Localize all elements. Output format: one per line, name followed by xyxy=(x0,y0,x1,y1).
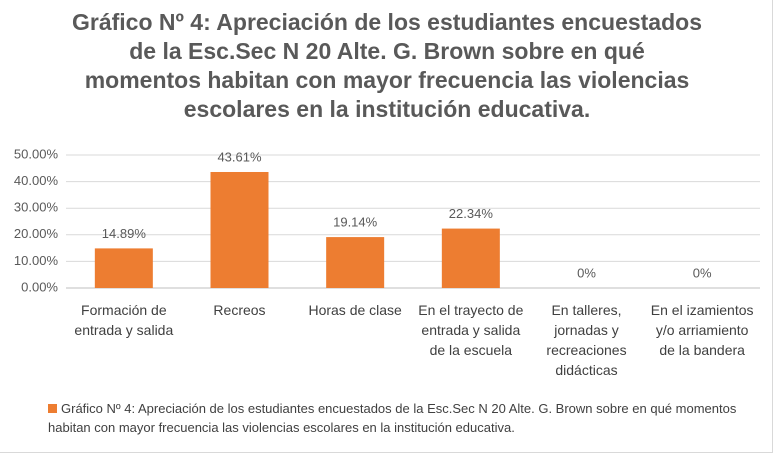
x-tick-label: En el izamientos y/o arriamiento de la b… xyxy=(650,302,754,358)
y-tick-label: 50.00% xyxy=(14,146,59,161)
legend-swatch xyxy=(48,404,57,413)
bar xyxy=(326,237,385,288)
x-tick-label: Formación de entrada y salida xyxy=(74,302,174,338)
y-tick-label: 20.00% xyxy=(14,226,59,241)
data-label: 22.34% xyxy=(449,206,494,221)
y-tick-label: 0.00% xyxy=(21,279,58,294)
data-label: 0% xyxy=(577,265,596,280)
data-label: 19.14% xyxy=(333,215,378,230)
y-tick-label: 40.00% xyxy=(14,173,59,188)
x-tick-label: En talleres, jornadas y recreaciones did… xyxy=(546,302,627,378)
bar xyxy=(210,171,269,288)
bar xyxy=(94,248,153,288)
data-label: 14.89% xyxy=(102,226,147,241)
x-tick-label: Horas de clase xyxy=(308,302,402,318)
x-tick-label: En el trayecto de entrada y salida de la… xyxy=(418,302,524,358)
bar xyxy=(441,228,500,288)
x-tick-label: Recreos xyxy=(213,302,266,318)
y-tick-label: 10.00% xyxy=(14,253,59,268)
legend: Gráfico Nº 4: Apreciación de los estudia… xyxy=(48,399,748,437)
legend-label: Gráfico Nº 4: Apreciación de los estudia… xyxy=(48,401,737,435)
data-label: 0% xyxy=(693,265,712,280)
data-label: 43.61% xyxy=(217,149,262,164)
y-tick-label: 30.00% xyxy=(14,200,59,215)
chart-title: Gráfico Nº 4: Apreciación de los estudia… xyxy=(71,9,702,122)
